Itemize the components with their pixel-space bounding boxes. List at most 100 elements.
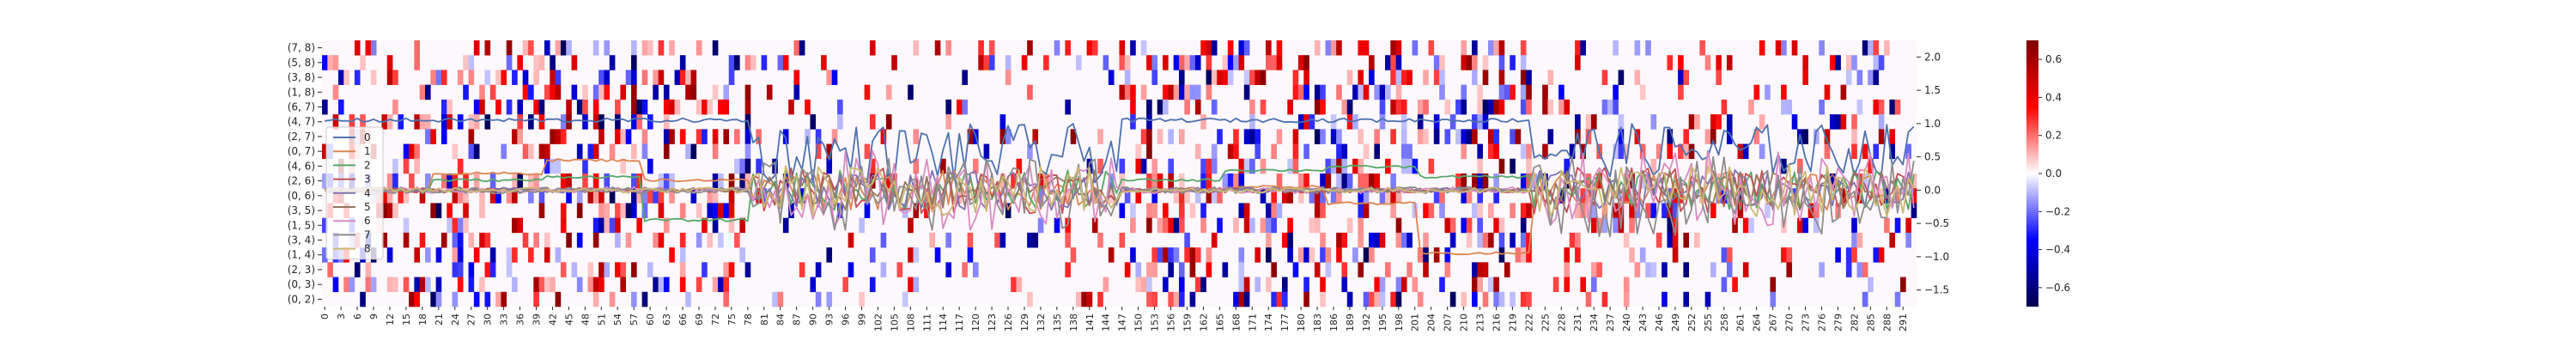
heatmap-cell xyxy=(1320,188,1326,204)
heatmap-cell xyxy=(538,143,545,160)
heatmap-cell xyxy=(1070,129,1077,144)
heatmap-cell xyxy=(1097,158,1103,174)
heatmap-cell xyxy=(1211,188,1218,204)
heatmap-cell xyxy=(419,84,426,100)
heatmap-cell xyxy=(495,99,501,115)
heatmap-cell xyxy=(517,129,524,144)
heatmap-cell xyxy=(1091,40,1098,56)
heatmap-cell xyxy=(1314,129,1321,144)
x-tick-label: 144 xyxy=(1101,314,1112,332)
heatmap-cell xyxy=(1400,99,1407,115)
x-tick-label: 270 xyxy=(1784,314,1795,332)
heatmap-cell xyxy=(533,277,539,293)
heatmap-cell xyxy=(1314,99,1321,115)
heatmap-cell xyxy=(1493,40,1499,56)
heatmap-cell xyxy=(1433,70,1440,85)
heatmap-cell xyxy=(696,203,702,218)
heatmap-cell xyxy=(1358,174,1364,189)
heatmap-cell xyxy=(1243,129,1250,144)
heatmap-cell xyxy=(1005,203,1012,218)
x-tick-label: 72 xyxy=(710,314,721,326)
heatmap-cell xyxy=(1618,129,1625,144)
heatmap-cell xyxy=(533,99,539,115)
heatmap-cell xyxy=(679,247,686,263)
heatmap-cell xyxy=(1108,174,1115,189)
heatmap-cell xyxy=(669,188,675,204)
heatmap-cell xyxy=(1601,70,1608,85)
heatmap-cell xyxy=(1688,114,1695,130)
heatmap-cell xyxy=(1417,247,1424,263)
heatmap-cell xyxy=(566,40,572,56)
heatmap-cell xyxy=(712,217,719,234)
heatmap-cell xyxy=(1341,158,1348,174)
heatmap-cell xyxy=(555,129,562,144)
heatmap-cell xyxy=(615,262,621,277)
heatmap-cell xyxy=(1222,70,1229,85)
heatmap-cell xyxy=(1178,188,1185,204)
heatmap-cell xyxy=(674,70,681,85)
heatmap-cell xyxy=(723,129,730,144)
heatmap-cell xyxy=(1417,129,1424,144)
heatmap-cell xyxy=(615,232,621,248)
heatmap-cell xyxy=(728,70,735,85)
heatmap-cell xyxy=(1194,247,1201,263)
heatmap-cell xyxy=(772,291,778,307)
heatmap-cell xyxy=(1390,129,1396,144)
heatmap-cell xyxy=(1297,247,1304,263)
heatmap-cell xyxy=(1667,217,1674,234)
heatmap-cell xyxy=(1634,70,1641,85)
heatmap-cell xyxy=(723,291,730,307)
x-tick-label: 117 xyxy=(954,314,965,332)
heatmap-cell xyxy=(1585,174,1592,189)
heatmap-cell xyxy=(1135,188,1142,204)
heatmap-cell xyxy=(1862,143,1868,160)
heatmap-cell xyxy=(1178,262,1185,277)
heatmap-cell xyxy=(468,143,475,160)
heatmap-cell xyxy=(1130,247,1136,263)
heatmap-cell xyxy=(1336,188,1342,204)
heatmap-cell xyxy=(533,55,539,70)
heatmap-cell xyxy=(1488,203,1494,218)
x-tick-label: 174 xyxy=(1263,314,1274,332)
heatmap-cell xyxy=(885,174,892,189)
x-tick-label: 267 xyxy=(1768,314,1779,332)
heatmap-cell xyxy=(1281,232,1288,248)
heatmap-cell xyxy=(641,203,648,218)
heatmap-cell xyxy=(1802,129,1808,144)
heatmap-cell xyxy=(1683,129,1690,144)
heatmap-cell xyxy=(1271,188,1277,204)
heatmap-cell xyxy=(343,70,349,85)
heatmap-cell xyxy=(744,99,751,115)
colorbar-gradient xyxy=(2026,40,2038,307)
x-tick-label: 15 xyxy=(401,314,412,326)
heatmap-cell xyxy=(1510,55,1516,70)
heatmap-cell xyxy=(1011,277,1017,293)
colorbar-tick-label: −0.6 xyxy=(2045,282,2070,294)
heatmap-cell xyxy=(398,188,404,204)
heatmap-cell xyxy=(1320,174,1326,189)
heatmap-cell xyxy=(1613,143,1619,160)
heatmap-cell xyxy=(1423,203,1429,218)
heatmap-cell xyxy=(1146,174,1152,189)
heatmap-cell xyxy=(702,217,708,234)
heatmap-cell xyxy=(723,99,730,115)
heatmap-cell xyxy=(821,55,827,70)
heatmap-cell xyxy=(1233,143,1239,160)
heatmap-cell xyxy=(1423,247,1429,263)
heatmap-cell xyxy=(1575,114,1581,130)
x-tick-label: 126 xyxy=(1003,314,1014,332)
heatmap-cell xyxy=(615,114,621,130)
heatmap-cell xyxy=(1124,262,1131,277)
x-tick-label: 150 xyxy=(1133,314,1145,332)
heatmap-cell xyxy=(653,277,659,293)
heatmap-cell xyxy=(1395,277,1402,293)
heatmap-cell xyxy=(479,188,485,204)
heatmap-cell xyxy=(1585,203,1592,218)
heatmap-cell xyxy=(495,188,501,204)
heatmap-cell xyxy=(571,262,578,277)
heatmap-cell xyxy=(489,262,496,277)
heatmap-cell xyxy=(1374,129,1380,144)
heatmap-cell xyxy=(1406,232,1413,248)
heatmap-cell xyxy=(1732,217,1738,234)
heatmap-cell xyxy=(430,291,436,307)
